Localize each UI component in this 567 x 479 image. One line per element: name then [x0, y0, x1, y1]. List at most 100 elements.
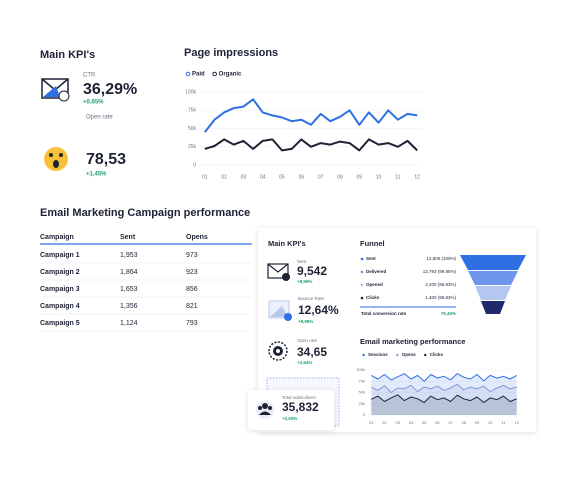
- series-line: [371, 373, 517, 382]
- kpi-change: +1,45%: [86, 172, 107, 178]
- table-title: Email Marketing Campaign performance: [40, 207, 250, 219]
- funnel-value: 2,400 (96.83%): [425, 282, 456, 287]
- x-tick-label: 06: [299, 174, 305, 180]
- x-tick-label: 02: [221, 174, 227, 180]
- table-cell: 856: [186, 286, 198, 293]
- card-title: Main KPI's: [268, 239, 306, 248]
- column-header: Opens: [186, 234, 208, 241]
- legend-label: Paid: [192, 72, 205, 78]
- bounce-icon: [268, 300, 292, 321]
- series-line: [371, 394, 517, 403]
- x-tick-label: 10: [376, 174, 382, 180]
- y-tick-label: 0: [193, 162, 196, 168]
- table-cell: 973: [186, 252, 198, 259]
- table-cell: 1,864: [120, 269, 138, 276]
- x-tick-label: 04: [409, 420, 414, 425]
- table-cell: 1,953: [120, 252, 138, 259]
- mail-icon: [41, 78, 70, 102]
- funnel-value: 12,793 (99.95%): [423, 269, 457, 274]
- x-tick-label: 05: [422, 420, 427, 425]
- sent-icon: [267, 263, 290, 281]
- total-label: Total conversion rate: [361, 311, 407, 316]
- x-tick-label: 08: [462, 420, 467, 425]
- kpi-label: Total subscribers: [282, 395, 317, 400]
- x-tick-label: 07: [318, 174, 324, 180]
- kpi-value: 9,542: [297, 264, 327, 278]
- funnel-value: 1,400 (96.83%): [425, 295, 456, 300]
- table-cell: 923: [186, 269, 198, 276]
- x-tick-label: 03: [396, 420, 401, 425]
- legend-marker: [362, 353, 365, 357]
- y-tick-label: 75k: [188, 108, 197, 114]
- table-cell: 1,653: [120, 286, 138, 293]
- series-line: [371, 383, 517, 393]
- legend-marker: [185, 71, 191, 77]
- x-tick-label: 06: [435, 420, 440, 425]
- table-cell: 1,356: [120, 303, 138, 310]
- y-tick-label: 75k: [359, 378, 365, 383]
- x-tick-label: 09: [356, 174, 362, 180]
- kpi-value: 78,53: [86, 151, 126, 168]
- legend-label: Organic: [219, 72, 242, 78]
- x-tick-label: 02: [382, 420, 387, 425]
- table-cell: Campaign 5: [40, 320, 80, 327]
- kpi-value: 34,65: [297, 345, 327, 359]
- bullet: [360, 257, 364, 261]
- table-cell: 1,124: [120, 320, 138, 327]
- people-icon: [256, 401, 274, 419]
- bullet: [360, 270, 364, 274]
- funnel-label: Sent: [366, 256, 376, 261]
- kpi-value: 35,832: [282, 400, 319, 414]
- table-cell: Campaign 3: [40, 286, 80, 293]
- y-tick-label: 100k: [356, 367, 365, 372]
- legend-marker: [424, 353, 427, 357]
- bullet: [360, 296, 364, 300]
- table: Campaign Sent Opens Campaign 1 1,953 973 Campa…: [40, 234, 252, 332]
- legend-marker: [212, 71, 217, 77]
- kpi-label: Open rate: [297, 338, 318, 343]
- kpi-value: 36,29%: [83, 81, 137, 98]
- x-tick-label: 01: [202, 174, 208, 180]
- x-tick-label: 11: [501, 420, 506, 425]
- x-tick-label: 05: [279, 174, 285, 180]
- x-tick-label: 10: [488, 420, 493, 425]
- funnel-label: Clicks: [366, 295, 380, 300]
- funnel-label: Delivered: [366, 269, 387, 274]
- table-cell: 793: [186, 320, 198, 327]
- y-tick-label: 50k: [359, 390, 365, 395]
- total-value: 79,45%: [441, 311, 456, 316]
- y-tick-label: 0: [363, 412, 366, 417]
- y-tick-label: 25k: [359, 401, 365, 406]
- legend-marker: [396, 353, 399, 357]
- y-tick-label: 100k: [185, 89, 196, 95]
- table-cell: 821: [186, 303, 198, 310]
- kpi-title: Main KPI's: [40, 49, 95, 61]
- kpi-label: CTR: [83, 73, 96, 79]
- funnel-graphic: [460, 255, 526, 314]
- funnel-list: Sent 12,800 (100%) Delivered 12,793 (99.95%…: [360, 256, 456, 316]
- x-tick-label: 04: [260, 174, 266, 180]
- column-header: Sent: [120, 234, 136, 241]
- bullet: [360, 283, 364, 287]
- top-panel: [22, 28, 442, 186]
- kpi-change: +8,59%: [297, 279, 312, 284]
- kpi-label: Open rate: [86, 115, 113, 121]
- funnel-value: 12,800 (100%): [426, 256, 456, 261]
- subscribers-card[interactable]: [248, 390, 334, 430]
- x-tick-label: 08: [337, 174, 343, 180]
- x-tick-label: 07: [448, 420, 453, 425]
- kpi-change: +0,65%: [83, 100, 104, 106]
- kpi-value: 12,64%: [298, 303, 339, 317]
- y-tick-label: 50k: [188, 126, 197, 132]
- funnel-label: Opened: [366, 282, 383, 287]
- series-line: [204, 138, 418, 152]
- x-tick-label: 12: [514, 420, 519, 425]
- area-fill: [371, 373, 517, 415]
- eye-icon: [268, 341, 288, 361]
- kpi-label: Sent: [297, 259, 307, 264]
- x-tick-label: 01: [369, 420, 374, 425]
- table-cell: Campaign 1: [40, 252, 80, 259]
- kpi-change: +2,93%: [282, 416, 297, 421]
- x-tick-label: 09: [475, 420, 480, 425]
